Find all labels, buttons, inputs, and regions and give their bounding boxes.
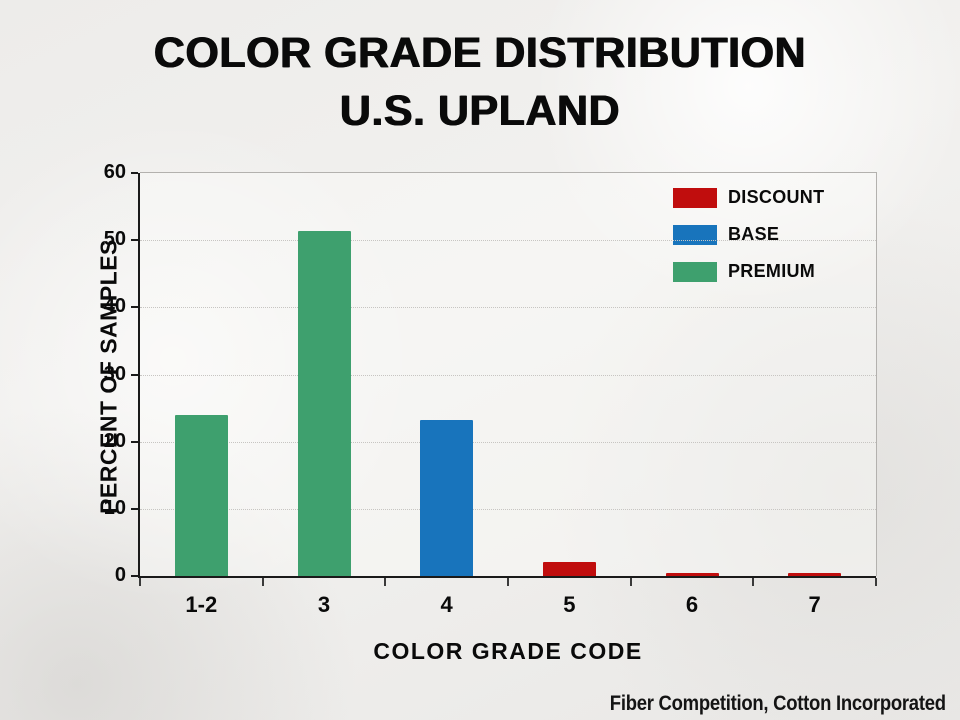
y-tick-label-60: 60 [103, 161, 126, 183]
x-axis-tick-6 [875, 578, 877, 586]
page-title: COLOR GRADE DISTRIBUTION U.S. UPLAND [0, 24, 960, 140]
gridline-30 [140, 374, 876, 376]
x-tick-label-7: 7 [808, 592, 821, 617]
x-tick-label-3: 3 [317, 592, 331, 617]
title-line-2: U.S. UPLAND [339, 87, 621, 136]
footer-credit: Fiber Competition, Cotton Incorporated [610, 692, 946, 715]
title-line-1: COLOR GRADE DISTRIBUTION [153, 29, 807, 77]
y-axis-tick-40 [131, 306, 138, 309]
x-tick-label-6: 6 [685, 592, 699, 617]
x-axis-line [138, 576, 876, 578]
y-tick-label-40: 40 [103, 295, 126, 318]
legend-row-discount: DISCOUNT [673, 187, 824, 208]
gridline-10 [140, 508, 876, 510]
y-axis-tick-30 [131, 373, 138, 376]
gridline-20 [140, 441, 876, 443]
y-axis-tick-60 [131, 172, 138, 174]
x-axis-tick-2 [384, 578, 387, 586]
legend-swatch-base [673, 224, 717, 245]
y-tick-label-50: 50 [103, 228, 126, 251]
x-axis-tick-4 [629, 578, 632, 586]
legend-label-premium: PREMIUM [728, 261, 816, 281]
legend: DISCOUNT BASE PREMIUM [673, 187, 824, 298]
x-axis-tick-0 [139, 578, 141, 586]
y-tick-label-30: 30 [103, 362, 126, 385]
y-tick-label-10: 10 [103, 496, 126, 519]
x-tick-label-4: 4 [440, 592, 453, 617]
x-tick-label-1-2: 1-2 [185, 592, 218, 617]
legend-swatch-premium [673, 261, 717, 282]
x-axis-tick-5 [752, 578, 755, 586]
legend-label-discount: DISCOUNT [728, 187, 825, 207]
legend-row-premium: PREMIUM [673, 261, 824, 282]
x-axis-tick-3 [507, 578, 509, 586]
y-tick-label-0: 0 [114, 564, 126, 586]
bar-4 [420, 419, 474, 576]
x-axis-label: COLOR GRADE CODE [373, 638, 643, 664]
legend-swatch-discount [673, 187, 717, 208]
y-axis-tick-0 [131, 575, 138, 577]
bar-5 [542, 561, 596, 576]
bar-7 [788, 573, 842, 576]
gridline-50 [140, 240, 876, 242]
gridline-40 [140, 307, 876, 309]
y-tick-label-20: 20 [103, 429, 126, 452]
x-axis-tick-1 [261, 578, 264, 586]
y-axis-tick-20 [131, 440, 138, 443]
legend-label-base: BASE [728, 224, 780, 244]
bar-3 [297, 231, 351, 576]
y-axis-tick-50 [131, 239, 138, 242]
y-axis-line [138, 173, 140, 576]
bar-1-2 [174, 414, 228, 576]
x-tick-label-5: 5 [563, 592, 576, 617]
y-axis-tick-10 [131, 507, 138, 510]
legend-row-base: BASE [673, 224, 824, 245]
plot-area: PERCENT OF SAMPLES COLOR GRADE CODE DISC… [96, 161, 877, 664]
bar-6 [665, 573, 719, 576]
